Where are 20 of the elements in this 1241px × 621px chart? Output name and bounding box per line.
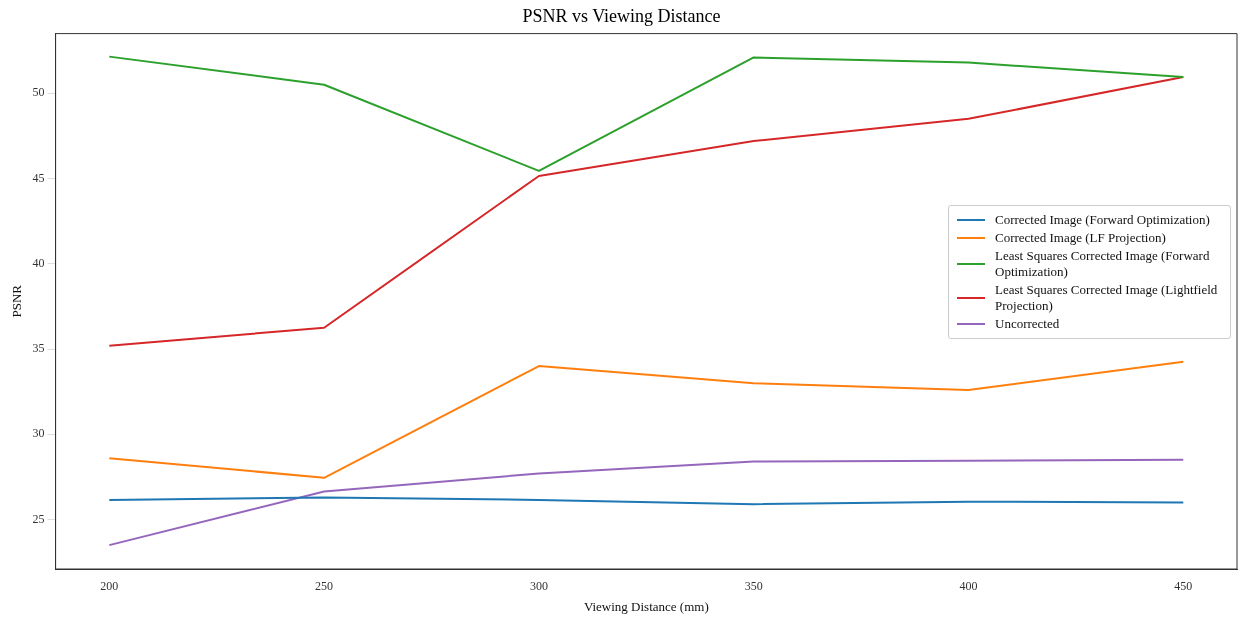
legend-label: Corrected Image (Forward Optimization) [995, 211, 1210, 228]
legend-label: Least Squares Corrected Image (Lightfield Projection) [995, 281, 1219, 314]
x-tick-label: 300 [529, 579, 548, 594]
x-tick-label: 250 [315, 579, 334, 594]
legend-label: Uncorrected [995, 315, 1060, 332]
y-tick-label: 40 [32, 255, 45, 270]
chart-title: PSNR vs Viewing Distance [522, 5, 721, 26]
y-tick-label: 30 [32, 426, 45, 441]
x-tick-label: 350 [744, 579, 763, 594]
legend-label: Least Squares Corrected Image (Forward Optimization) [995, 247, 1211, 280]
y-tick-label: 45 [32, 170, 45, 185]
y-axis-title: PSNR [9, 284, 25, 318]
y-tick-label: 50 [32, 85, 45, 100]
x-tick-label: 450 [1174, 579, 1193, 594]
y-tick-label: 35 [32, 341, 45, 356]
x-tick-label: 200 [100, 579, 119, 594]
legend-label: Corrected Image (LF Projection) [995, 229, 1166, 246]
x-tick-label: 400 [959, 579, 978, 594]
x-axis-title: Viewing Distance (mm) [583, 598, 709, 614]
y-tick-label: 25 [32, 511, 45, 526]
